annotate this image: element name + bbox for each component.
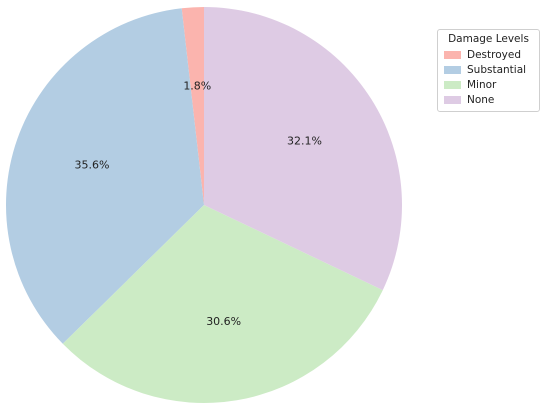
pie-label-none: 32.1% <box>287 135 322 148</box>
pie-slice-none <box>204 7 402 291</box>
legend-label-destroyed: Destroyed <box>467 48 521 61</box>
legend-label-substantial: Substantial <box>467 63 527 76</box>
pie-label-substantial: 35.6% <box>75 158 110 171</box>
legend-swatch-minor <box>444 80 461 89</box>
legend-item-destroyed: Destroyed <box>444 47 533 62</box>
legend-item-minor: Minor <box>444 77 533 92</box>
pie-label-minor: 30.6% <box>206 315 241 328</box>
pie-slice-destroyed <box>181 7 204 205</box>
legend-swatch-substantial <box>444 65 461 74</box>
pie-slice-minor <box>62 205 383 403</box>
legend-swatch-none <box>444 95 461 104</box>
pie-labels: 1.8% 35.6% 30.6% 32.1% <box>75 79 322 328</box>
pie-label-destroyed: 1.8% <box>183 79 211 92</box>
legend-label-minor: Minor <box>467 78 497 91</box>
legend-label-none: None <box>467 93 495 106</box>
legend-item-none: None <box>444 92 533 107</box>
legend-swatch-destroyed <box>444 50 461 59</box>
pie-slice-substantial <box>5 8 204 344</box>
legend-title: Damage Levels <box>448 33 529 45</box>
legend: Damage Levels Destroyed Substantial Mino… <box>437 29 540 112</box>
legend-item-substantial: Substantial <box>444 62 533 77</box>
pie-slices <box>5 7 402 403</box>
